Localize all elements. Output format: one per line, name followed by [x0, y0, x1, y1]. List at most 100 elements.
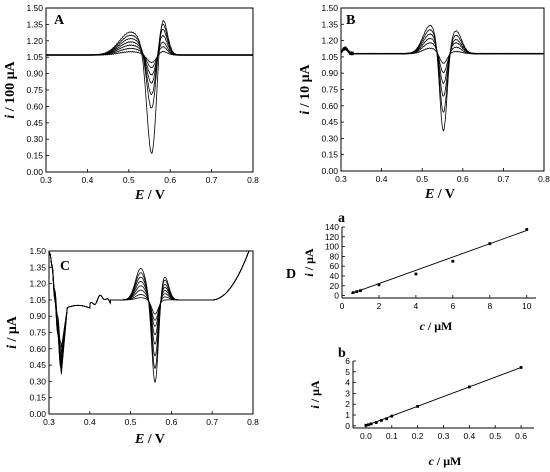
data-point	[390, 414, 394, 418]
voltammogram-series-7	[48, 250, 250, 372]
y-tick-label: 0.60	[321, 101, 338, 111]
panel-label-d-b: b	[338, 346, 346, 361]
y-tick-label: 140	[325, 222, 339, 232]
y-tick-label: 0.15	[26, 151, 43, 161]
x-tick-label: 0.8	[538, 174, 550, 184]
x-tick-label: 0.5	[123, 175, 135, 185]
y-tick-label: 6	[345, 356, 350, 366]
x-tick-label: 10	[522, 301, 532, 311]
data-point	[525, 228, 529, 231]
fit-line	[351, 230, 527, 295]
x-axis-label: E / V	[134, 188, 165, 203]
voltammogram-series-2	[45, 46, 254, 69]
panel-label-a: A	[54, 13, 65, 28]
y-tick-label: 0	[345, 421, 350, 431]
y-tick-label: 0.75	[26, 85, 43, 95]
data-point	[380, 419, 383, 422]
y-tick-label: 1.20	[29, 279, 46, 289]
data-point	[385, 417, 389, 421]
data-point	[467, 385, 471, 389]
data-point	[364, 423, 368, 427]
voltammogram-series-3	[45, 41, 254, 76]
x-tick-label: 6	[450, 301, 455, 311]
x-tick-label: 0.7	[206, 175, 218, 185]
voltammogram-series-4	[340, 33, 545, 97]
y-tick-label: 0.15	[321, 150, 338, 160]
x-tick-label: 0.2	[412, 431, 424, 441]
data-point	[416, 404, 420, 408]
x-tick-label: 0.5	[416, 174, 428, 184]
voltammogram-series-4	[45, 34, 254, 84]
x-axis-label: E / V	[134, 432, 165, 447]
y-axis-label: i / μA	[302, 248, 316, 276]
y-axis-label: i / μA	[308, 380, 322, 408]
y-axis-label: i / 100 μA	[3, 60, 18, 118]
y-tick-label: 100	[325, 242, 339, 252]
voltammogram-series-1	[45, 50, 254, 64]
y-tick-label: 0.90	[26, 69, 43, 79]
y-tick-label: 0	[334, 291, 339, 301]
panel-label-b: B	[346, 13, 355, 28]
y-tick-label: 0.15	[29, 393, 46, 403]
y-tick-label: 1.05	[29, 295, 46, 305]
y-tick-label: 0.30	[26, 134, 43, 144]
y-tick-label: 5	[345, 367, 350, 377]
data-point	[359, 289, 362, 293]
y-tick-label: 80	[330, 251, 340, 261]
data-point	[519, 366, 523, 369]
y-tick-label: 1.35	[29, 262, 46, 272]
x-axis-label: E / V	[424, 187, 455, 202]
x-tick-label: 0.5	[125, 417, 137, 427]
y-tick-label: 1	[345, 410, 350, 420]
y-tick-label: 0.00	[321, 166, 338, 176]
y-tick-label: 1.50	[321, 3, 338, 13]
x-tick-label: 0.4	[376, 174, 388, 184]
voltammogram-series-6	[340, 24, 545, 132]
x-tick-label: 4	[414, 301, 419, 311]
y-tick-label: 0.90	[321, 68, 338, 78]
voltammogram-series-7	[45, 20, 254, 154]
data-point	[451, 259, 455, 263]
x-tick-label: 0.7	[497, 174, 509, 184]
y-tick-label: 2	[345, 399, 350, 409]
y-tick-label: 1.20	[26, 36, 43, 46]
x-tick-label: 0.8	[247, 175, 259, 185]
plot-frame	[340, 7, 545, 172]
y-tick-label: 3	[345, 388, 350, 398]
data-point	[377, 283, 381, 287]
panel-label-c: C	[60, 259, 70, 274]
x-tick-label: 0.4	[84, 417, 96, 427]
x-tick-label: 0.8	[247, 417, 259, 427]
y-axis-label: i / μA	[5, 315, 20, 349]
y-tick-label: 1.35	[26, 19, 43, 29]
x-tick-label: 0.4	[81, 175, 93, 185]
panel-label-d: D	[286, 267, 296, 282]
data-point	[355, 290, 359, 294]
x-tick-label: 0.5	[489, 431, 501, 441]
voltammogram-series-3	[340, 37, 545, 85]
y-tick-label: 1.35	[321, 19, 338, 29]
y-tick-label: 0.30	[321, 133, 338, 143]
y-tick-label: 20	[330, 281, 340, 291]
y-tick-label: 0.45	[321, 117, 338, 127]
y-tick-label: 0.00	[29, 409, 46, 419]
x-tick-label: 0	[340, 301, 345, 311]
x-tick-label: 0.0	[360, 431, 372, 441]
chart-panel-b: 0.3 0.4 0.5 0.6 0.7 0.8 0.00 0.15 0.30 0.45 0.60 0.…	[298, 3, 550, 202]
x-tick-label: 0.3	[438, 431, 450, 441]
data-point	[369, 422, 373, 426]
y-tick-label: 0.00	[26, 167, 43, 177]
panel-label-d-a: a	[338, 211, 345, 226]
y-tick-label: 40	[330, 271, 340, 281]
data-point	[488, 242, 492, 246]
fit-line	[365, 367, 522, 427]
y-tick-label: 0.90	[29, 311, 46, 321]
x-tick-label: 0.6	[164, 175, 176, 185]
y-tick-label: 0.75	[321, 85, 338, 95]
y-tick-label: 1.05	[321, 52, 338, 62]
voltammogram-series-5	[340, 29, 545, 113]
x-tick-label: 0.3	[40, 175, 52, 185]
y-tick-label: 1.50	[26, 3, 43, 13]
